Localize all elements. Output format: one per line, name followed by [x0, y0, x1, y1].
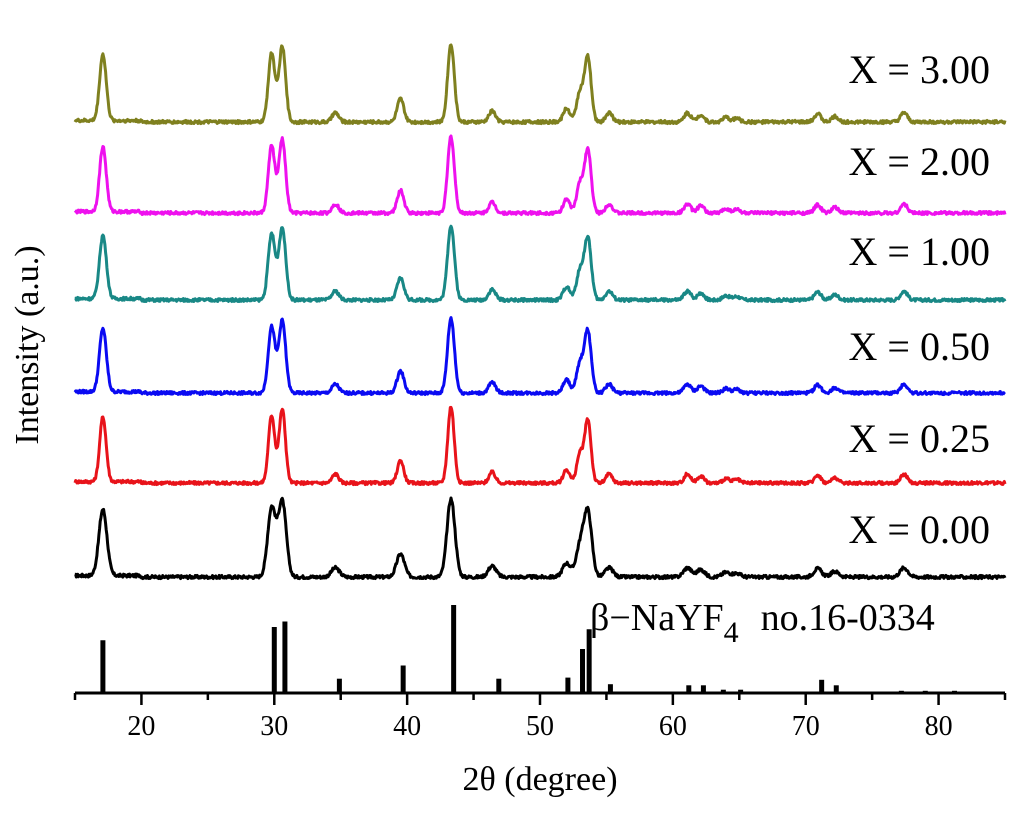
series-label: X = 0.50 — [849, 324, 990, 369]
x-tick-label: 30 — [260, 711, 288, 742]
x-tick-label: 60 — [659, 711, 687, 742]
x-tick-label: 20 — [127, 711, 155, 742]
series-label: X = 3.00 — [849, 47, 990, 92]
y-axis-title: Intensity (a.u.) — [9, 245, 46, 444]
series-layer — [73, 43, 1007, 581]
series-line — [73, 316, 1006, 396]
axis-layer: 20 30 40 50 60 70 80 — [73, 691, 1007, 742]
series-line — [73, 43, 1007, 126]
reference-layer — [100, 605, 958, 693]
x-tick-label: 40 — [393, 711, 421, 742]
series-label: X = 0.00 — [849, 507, 990, 552]
series-line — [74, 224, 1007, 303]
series-label: X = 0.25 — [849, 416, 990, 461]
label-layer: X = 0.00 X = 0.25 X = 0.50 X = 1.00 X = 2.00… — [590, 47, 990, 649]
reference-label: β−NaYF4 no.16-0334 — [590, 597, 935, 649]
x-axis-title: 2θ (degree) — [462, 761, 617, 798]
series-line — [73, 405, 1007, 487]
x-tick-label: 50 — [526, 711, 554, 742]
series-label: X = 1.00 — [849, 229, 990, 274]
series-line — [73, 134, 1007, 217]
x-tick-label: 80 — [925, 711, 953, 742]
series-line — [74, 496, 1007, 581]
series-label: X = 2.00 — [849, 139, 990, 184]
x-tick-label: 70 — [792, 711, 820, 742]
